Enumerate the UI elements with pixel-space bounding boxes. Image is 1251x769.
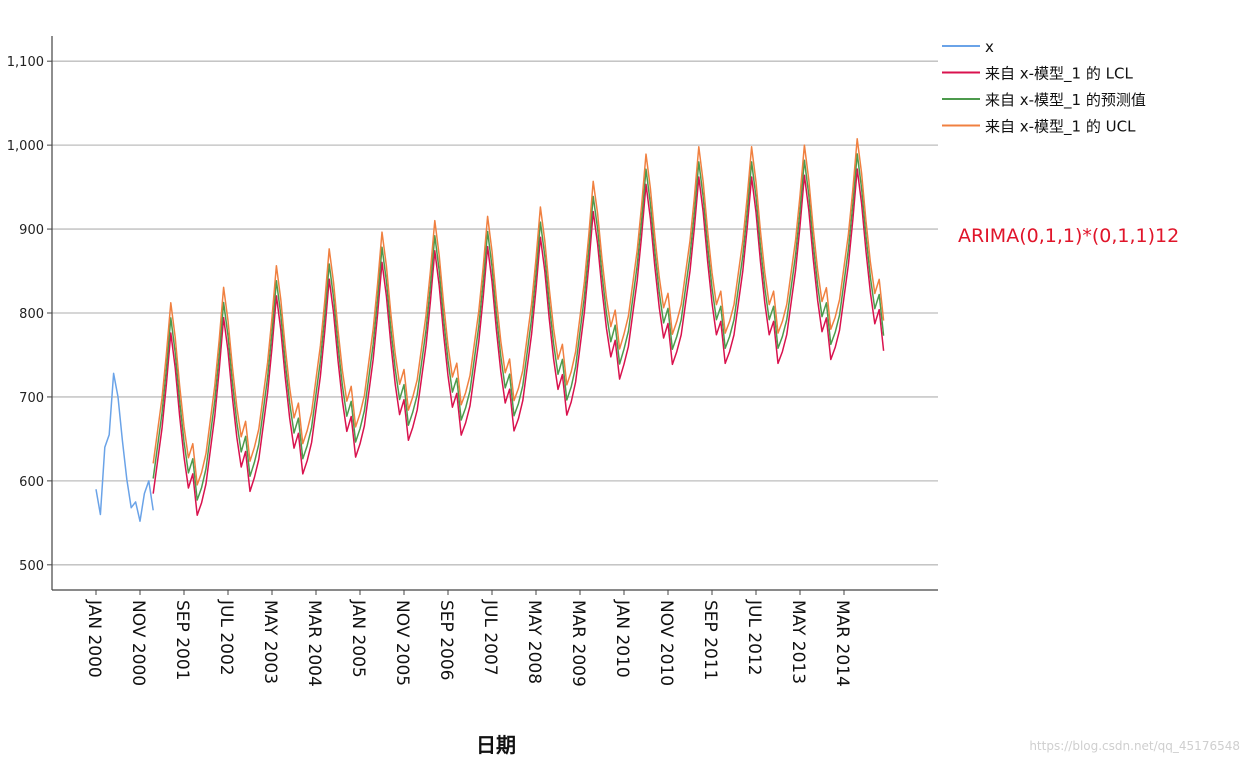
legend-label: 来自 x-模型_1 的预测值 <box>985 91 1146 110</box>
x-tick-label: NOV 2010 <box>656 600 676 686</box>
x-tick-label: MAR 2004 <box>304 600 324 687</box>
y-tick-label: 1,000 <box>7 139 44 154</box>
legend-label: x <box>985 38 994 56</box>
watermark: https://blog.csdn.net/qq_45176548 <box>1029 739 1240 753</box>
x-tick-label: JUL 2007 <box>480 599 500 676</box>
y-tick-label: 600 <box>19 475 44 490</box>
x-axis-label: 日期 <box>476 733 516 757</box>
x-tick-label: JAN 2005 <box>348 599 368 678</box>
x-tick-label: MAR 2014 <box>832 600 852 687</box>
axis-layer: 500 600 700 800 900 1,000 1,100 JAN 2000 NOV 200… <box>7 36 938 687</box>
y-tick-label: 800 <box>19 307 44 322</box>
grid-layer <box>52 60 938 566</box>
legend-label: 来自 x-模型_1 的 LCL <box>985 65 1133 84</box>
series-line-3 <box>152 138 885 486</box>
y-tick-label: 1,100 <box>7 55 44 70</box>
series-line-0 <box>95 372 154 522</box>
x-tick-label: SEP 2001 <box>172 600 192 680</box>
x-tick-label: MAR 2009 <box>568 600 588 687</box>
y-tick-label: 500 <box>19 559 44 574</box>
x-tick-label: MAY 2013 <box>788 600 808 684</box>
series-line-2 <box>152 153 885 501</box>
x-tick-label: JUL 2002 <box>216 599 236 676</box>
x-tick-label: MAY 2003 <box>260 600 280 684</box>
x-tick-label: MAY 2008 <box>524 600 544 684</box>
legend-label: 来自 x-模型_1 的 UCL <box>985 118 1136 137</box>
x-tick-label: SEP 2011 <box>700 600 720 680</box>
x-tick-label: JAN 2000 <box>84 599 104 678</box>
series-layer <box>95 138 885 522</box>
series-line-1 <box>152 168 885 516</box>
x-tick-label: SEP 2006 <box>436 600 456 680</box>
y-tick-label: 900 <box>19 223 44 238</box>
x-tick-label: NOV 2000 <box>128 600 148 686</box>
x-tick-label: JUL 2012 <box>744 599 764 676</box>
x-tick-label: JAN 2010 <box>612 599 632 678</box>
model-annotation: ARIMA(0,1,1)*(0,1,1)12 <box>958 225 1179 247</box>
x-tick-label: NOV 2005 <box>392 600 412 686</box>
y-tick-label: 700 <box>19 391 44 406</box>
